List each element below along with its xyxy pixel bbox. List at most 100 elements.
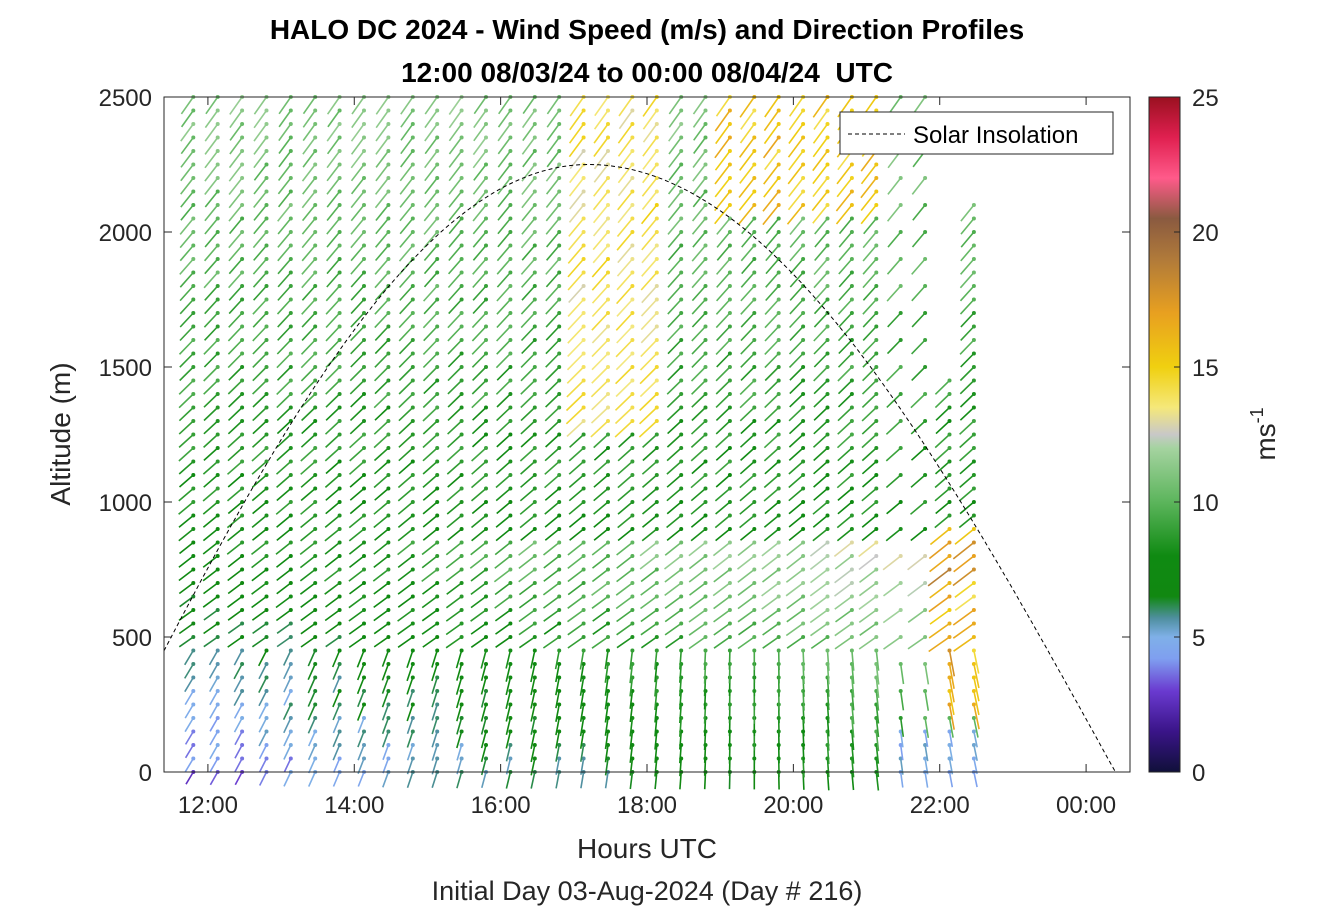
wind-barb xyxy=(617,123,634,144)
wind-barb-head xyxy=(557,405,562,410)
wind-barb-head xyxy=(703,527,708,531)
wind-barb-head xyxy=(727,149,732,153)
wind-barb xyxy=(397,582,414,595)
wind-barb-head xyxy=(484,459,488,464)
wind-barb xyxy=(614,420,633,438)
wind-barb-head xyxy=(971,405,976,410)
wind-barb xyxy=(300,595,316,608)
wind-barb xyxy=(910,474,926,488)
x-tick-label: 20:00 xyxy=(763,792,823,819)
wind-barb-head xyxy=(776,284,781,288)
wind-barb xyxy=(837,501,853,515)
wind-barb xyxy=(325,636,341,648)
wind-barb-head xyxy=(801,500,806,504)
wind-barb-head xyxy=(435,500,440,504)
wind-barb xyxy=(860,164,877,185)
wind-barb-head xyxy=(654,203,659,207)
wind-barb-head xyxy=(191,608,196,612)
wind-barb xyxy=(202,460,219,475)
wind-barb xyxy=(422,406,438,422)
wind-barb xyxy=(258,744,268,760)
wind-barb-head xyxy=(752,648,757,653)
wind-barb-head xyxy=(459,446,464,450)
wind-barb xyxy=(203,352,219,368)
wind-barb xyxy=(886,393,902,408)
wind-barb-head xyxy=(581,351,586,356)
wind-barb xyxy=(911,285,926,302)
wind-barb-head xyxy=(215,338,220,342)
wind-barb xyxy=(374,191,390,209)
wind-barb xyxy=(445,555,463,569)
wind-barb-head xyxy=(557,486,562,491)
wind-barb-head xyxy=(630,486,635,491)
wind-barb xyxy=(948,690,955,716)
wind-barb xyxy=(641,217,658,238)
wind-barb-head xyxy=(337,122,342,126)
wind-barb xyxy=(325,379,341,395)
wind-barb-head xyxy=(240,338,245,342)
wind-barb xyxy=(374,528,389,541)
wind-barb-head xyxy=(679,176,684,180)
wind-barb xyxy=(948,663,955,689)
wind-barb-head xyxy=(679,459,684,464)
wind-barb xyxy=(374,244,390,262)
wind-barb xyxy=(275,541,292,555)
wind-barb xyxy=(664,541,682,556)
wind-barb-head xyxy=(679,621,684,626)
chart-subtitle: 12:00 08/03/24 to 00:00 08/04/24 UTC xyxy=(401,57,893,88)
wind-barb xyxy=(381,731,390,748)
wind-barb xyxy=(642,487,658,502)
wind-barb-head xyxy=(581,432,586,437)
wind-barb-head xyxy=(581,230,586,234)
wind-barb xyxy=(837,298,853,315)
wind-barb xyxy=(786,555,804,570)
wind-barb-head xyxy=(776,338,781,342)
wind-barb xyxy=(934,460,951,475)
wind-barb xyxy=(204,325,219,341)
wind-barb xyxy=(740,447,755,461)
wind-barb-head xyxy=(410,230,415,234)
wind-barb-head xyxy=(508,338,513,342)
wind-barb-head xyxy=(362,203,366,207)
wind-barb xyxy=(495,460,511,475)
wind-barb-head xyxy=(410,149,415,153)
wind-barb xyxy=(861,393,877,408)
wind-barb xyxy=(809,582,828,597)
wind-barb xyxy=(614,406,633,425)
wind-barb-head xyxy=(752,365,757,369)
wind-barb-head xyxy=(825,176,830,180)
wind-barb xyxy=(324,568,341,582)
wind-barb xyxy=(373,555,389,569)
wind-barb-head xyxy=(191,540,196,545)
wind-barb xyxy=(202,595,219,608)
wind-barb xyxy=(679,650,682,670)
wind-barb xyxy=(398,420,414,435)
wind-barb-head xyxy=(508,675,513,680)
wind-barb-head xyxy=(606,729,610,734)
wind-barb xyxy=(716,244,731,261)
wind-barb-head xyxy=(971,243,976,248)
wind-barb-head xyxy=(386,608,391,612)
wind-barb-head xyxy=(508,581,513,585)
wind-barb-head xyxy=(532,338,537,342)
wind-barb xyxy=(703,650,707,671)
wind-barb xyxy=(568,501,585,515)
wind-barb xyxy=(899,690,905,711)
wind-barb xyxy=(251,609,267,621)
wind-barb-head xyxy=(874,284,879,288)
wind-barb xyxy=(838,244,853,262)
wind-barb xyxy=(959,366,975,382)
wind-barb xyxy=(667,177,682,195)
wind-barb xyxy=(688,555,706,570)
wind-barb xyxy=(875,690,880,711)
wind-barb xyxy=(545,325,560,341)
wind-barb xyxy=(184,717,194,733)
wind-barb xyxy=(520,298,536,315)
wind-barb-head xyxy=(679,162,684,167)
wind-barb-head xyxy=(654,297,659,302)
wind-barb-head xyxy=(508,567,513,572)
wind-barb-head xyxy=(654,270,659,275)
wind-barb-head xyxy=(947,635,952,639)
wind-barb-head xyxy=(191,203,196,207)
wind-barb xyxy=(258,704,268,720)
